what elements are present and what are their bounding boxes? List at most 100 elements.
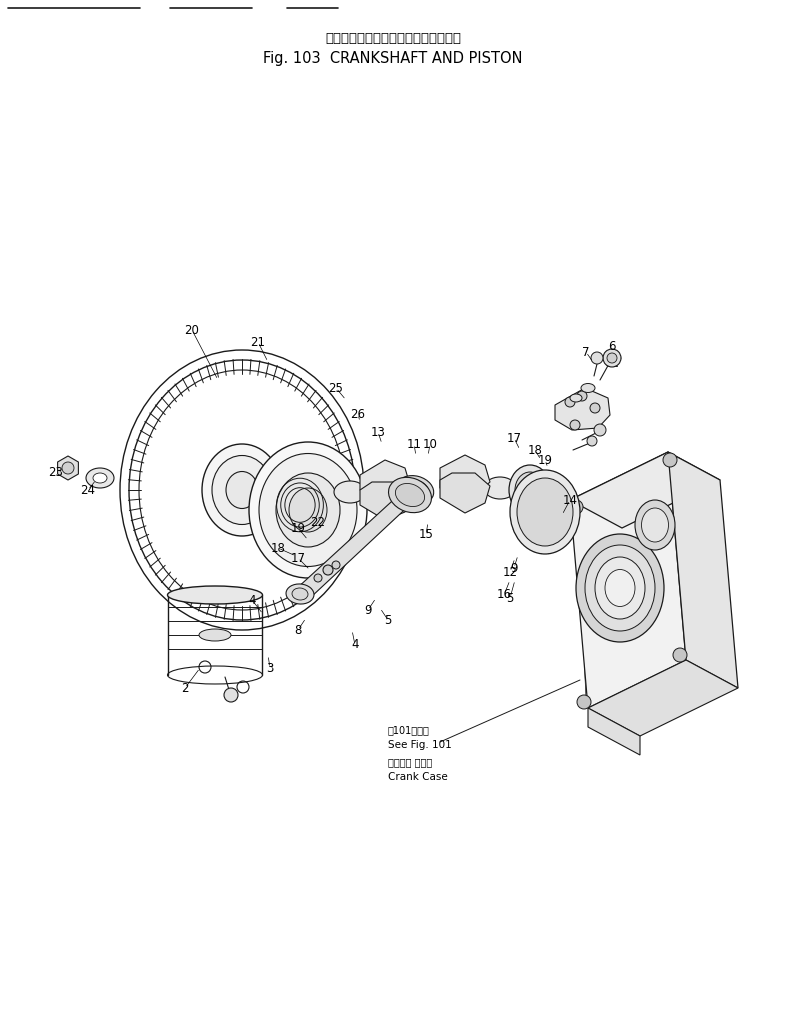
Text: Fig. 103  CRANKSHAFT AND PISTON: Fig. 103 CRANKSHAFT AND PISTON [263, 51, 523, 65]
Polygon shape [570, 452, 686, 708]
Ellipse shape [212, 455, 272, 524]
Text: 9: 9 [364, 604, 372, 617]
Ellipse shape [388, 477, 432, 513]
Ellipse shape [396, 475, 434, 504]
Text: 26: 26 [351, 407, 365, 420]
Circle shape [570, 420, 580, 430]
Text: 18: 18 [527, 444, 542, 456]
Circle shape [603, 349, 621, 367]
Circle shape [577, 391, 587, 401]
Ellipse shape [517, 478, 573, 546]
Text: 15: 15 [419, 528, 433, 542]
Ellipse shape [202, 444, 282, 536]
Ellipse shape [259, 453, 357, 566]
Text: Crank Case: Crank Case [388, 772, 448, 782]
Ellipse shape [139, 370, 345, 610]
Ellipse shape [635, 500, 675, 550]
Text: 22: 22 [310, 515, 325, 528]
Circle shape [314, 574, 322, 582]
Circle shape [332, 561, 340, 569]
Circle shape [569, 500, 583, 514]
Text: 9: 9 [510, 562, 518, 574]
Text: 13: 13 [370, 426, 385, 439]
Circle shape [591, 352, 603, 364]
Text: 4: 4 [248, 593, 255, 607]
Circle shape [62, 462, 74, 474]
Polygon shape [440, 473, 490, 513]
Polygon shape [360, 460, 410, 498]
Circle shape [587, 436, 597, 446]
Circle shape [590, 403, 600, 413]
Text: 24: 24 [80, 484, 96, 497]
Ellipse shape [515, 472, 545, 508]
Circle shape [323, 565, 333, 575]
Ellipse shape [641, 508, 669, 542]
Polygon shape [57, 456, 79, 480]
Text: 16: 16 [497, 588, 512, 602]
Ellipse shape [401, 479, 429, 500]
Circle shape [663, 453, 677, 467]
Ellipse shape [93, 473, 107, 483]
Polygon shape [360, 482, 410, 520]
Text: 5: 5 [506, 591, 514, 605]
Ellipse shape [585, 545, 655, 631]
Text: 23: 23 [49, 465, 64, 478]
Text: 17: 17 [506, 432, 521, 445]
Text: 12: 12 [502, 566, 517, 578]
Polygon shape [668, 452, 738, 688]
Ellipse shape [509, 465, 551, 515]
Ellipse shape [605, 569, 635, 607]
Text: 5: 5 [384, 614, 391, 626]
Text: 2: 2 [182, 681, 189, 694]
Text: 図101図参照: 図101図参照 [388, 725, 430, 735]
Ellipse shape [249, 442, 367, 578]
Text: 11: 11 [406, 438, 421, 451]
Ellipse shape [595, 557, 645, 619]
Polygon shape [440, 455, 490, 495]
Text: 21: 21 [251, 336, 266, 348]
Ellipse shape [570, 394, 582, 402]
Text: 10: 10 [423, 438, 438, 451]
Polygon shape [295, 492, 415, 598]
Text: 17: 17 [291, 552, 306, 565]
Ellipse shape [289, 488, 327, 532]
Circle shape [594, 425, 606, 436]
Text: 8: 8 [294, 623, 302, 636]
Circle shape [224, 688, 238, 702]
Text: 20: 20 [185, 324, 200, 337]
Ellipse shape [86, 468, 114, 488]
Ellipse shape [576, 534, 664, 642]
Ellipse shape [286, 584, 314, 604]
Circle shape [673, 648, 687, 662]
Ellipse shape [510, 470, 580, 554]
Text: クランク ケース: クランク ケース [388, 757, 432, 767]
Text: 3: 3 [266, 662, 274, 675]
Text: クランクシャフト　および　ピストン: クランクシャフト および ピストン [325, 32, 461, 45]
Text: 19: 19 [538, 453, 553, 466]
Ellipse shape [334, 480, 366, 503]
Text: 18: 18 [270, 542, 285, 555]
Text: 4: 4 [351, 638, 358, 652]
Ellipse shape [276, 473, 340, 547]
Polygon shape [588, 708, 640, 755]
Ellipse shape [581, 384, 595, 393]
Text: 7: 7 [582, 345, 590, 358]
Ellipse shape [167, 586, 263, 604]
Text: See Fig. 101: See Fig. 101 [388, 740, 452, 750]
Ellipse shape [292, 588, 308, 600]
Ellipse shape [395, 484, 424, 507]
Text: 19: 19 [291, 521, 306, 534]
Circle shape [577, 695, 591, 709]
Polygon shape [555, 388, 610, 430]
Ellipse shape [199, 629, 231, 641]
Text: 25: 25 [329, 382, 343, 395]
Text: 14: 14 [563, 494, 578, 507]
Ellipse shape [120, 350, 364, 630]
Polygon shape [570, 452, 720, 528]
Ellipse shape [484, 477, 516, 499]
Polygon shape [588, 660, 738, 736]
Ellipse shape [226, 471, 258, 509]
Circle shape [565, 397, 575, 407]
Circle shape [607, 353, 617, 363]
Text: 6: 6 [608, 339, 615, 352]
